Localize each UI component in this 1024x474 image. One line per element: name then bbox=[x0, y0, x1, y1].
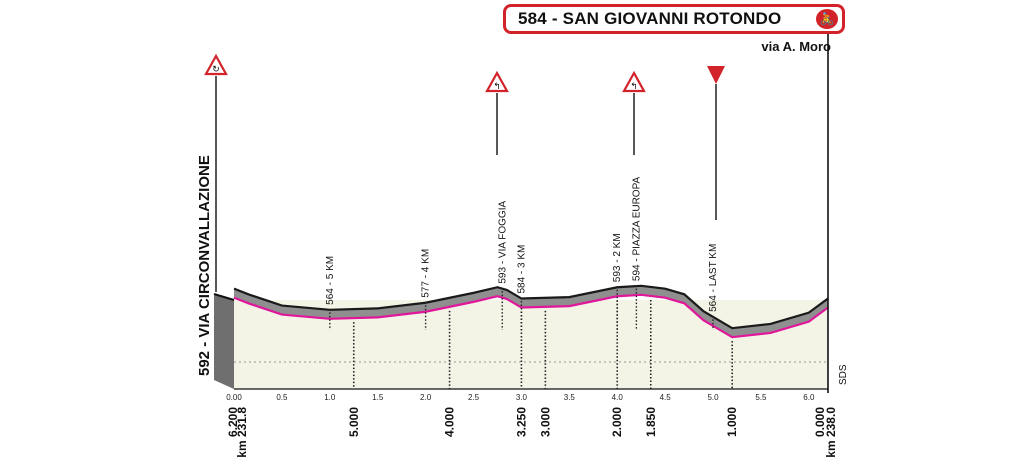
distance-mark-label: 1.850 bbox=[644, 407, 658, 437]
start-wall bbox=[214, 294, 234, 389]
x-tick-label: 5.0 bbox=[707, 393, 719, 402]
distance-mark-label: 1.000 bbox=[725, 407, 739, 437]
x-tick-label: 2.0 bbox=[420, 393, 432, 402]
distance-mark-label: 3.250 bbox=[514, 407, 528, 437]
distance-mark-label: 3.000 bbox=[538, 407, 552, 437]
start-wall-edge bbox=[213, 293, 235, 301]
waypoint-label: 564 - 5 KM bbox=[325, 256, 336, 305]
terrain-edge-line bbox=[233, 284, 829, 330]
finish-banner: 584 - SAN GIOVANNI ROTONDO 🚴 bbox=[503, 4, 845, 34]
waypoint-label: 593 - VIA FOGGIA bbox=[497, 201, 508, 284]
waypoint-label: 594 - PIAZZA EUROPA bbox=[631, 176, 642, 281]
turn-warning-icon-glyph: ↰ bbox=[493, 81, 501, 91]
distance-mark-label: 4.000 bbox=[443, 407, 457, 437]
turn-warning-icon bbox=[622, 70, 646, 93]
finish-title: 584 - SAN GIOVANNI ROTONDO bbox=[518, 9, 782, 28]
waypoint-label: 577 - 4 KM bbox=[421, 249, 432, 298]
x-tick-label: 3.5 bbox=[564, 393, 576, 402]
start-location-label: 592 - VIA CIRCONVALLAZIONE bbox=[196, 155, 213, 376]
x-tick-label: 5.5 bbox=[755, 393, 767, 402]
start-km-label: km 231.8 bbox=[235, 407, 249, 458]
x-tick-label: 6.0 bbox=[803, 393, 815, 402]
x-tick-label: 4.5 bbox=[660, 393, 672, 402]
x-tick-label: 3.0 bbox=[516, 393, 528, 402]
cyclist-icon: 🚴 bbox=[816, 9, 838, 29]
waypoint-label: 564 - LAST KM bbox=[708, 244, 719, 312]
waypoint-label: 584 - 3 KM bbox=[516, 245, 527, 294]
elevation-profile-line bbox=[233, 293, 829, 339]
terrain-band bbox=[234, 285, 828, 338]
turn-warning-icon bbox=[485, 70, 509, 93]
x-tick-label: 0.00 bbox=[226, 393, 242, 402]
waypoint-label: 593 - 2 KM bbox=[612, 233, 623, 282]
x-tick-label: 4.0 bbox=[612, 393, 624, 402]
x-tick-label: 1.5 bbox=[372, 393, 384, 402]
start-distance-label: 6.200 bbox=[226, 407, 240, 437]
x-tick-label: 2.5 bbox=[468, 393, 480, 402]
end-km-label: km 238.0 bbox=[824, 407, 838, 458]
sds-label: SDS bbox=[838, 364, 849, 385]
distance-mark-label: 2.000 bbox=[610, 407, 624, 437]
turn-warning-icon-glyph: ↰ bbox=[630, 81, 638, 91]
x-tick-label: 1.0 bbox=[324, 393, 336, 402]
roundabout-warning-icon-glyph: ↻ bbox=[212, 64, 220, 74]
roundabout-warning-icon bbox=[204, 53, 228, 76]
distance-mark-label: 5.000 bbox=[347, 407, 361, 437]
x-tick-label: 0.5 bbox=[276, 393, 288, 402]
end-distance-label: 0.000 bbox=[813, 407, 827, 437]
red-flag-triangle-icon bbox=[707, 66, 725, 84]
finish-subtitle: via A. Moro bbox=[761, 39, 831, 54]
